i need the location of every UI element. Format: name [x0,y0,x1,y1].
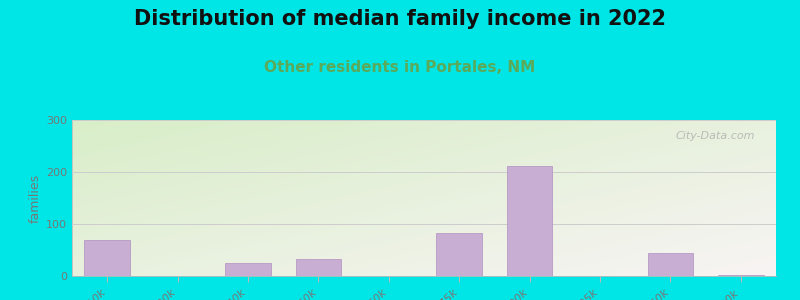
Bar [718,275,764,276]
Bar [436,233,482,276]
Y-axis label: families: families [29,173,42,223]
Bar [647,253,694,276]
Text: Distribution of median family income in 2022: Distribution of median family income in … [134,9,666,29]
Text: Other residents in Portales, NM: Other residents in Portales, NM [264,60,536,75]
Bar [225,263,271,276]
Bar [295,259,342,276]
Bar [84,240,130,276]
Text: City-Data.com: City-Data.com [675,131,755,141]
Bar [506,166,553,276]
